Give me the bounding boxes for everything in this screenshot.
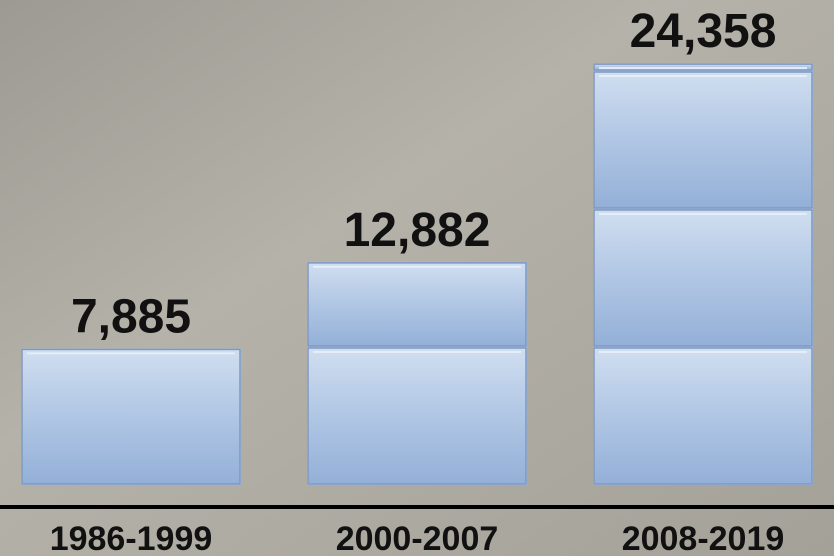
x-tick-label: 2008-2019 bbox=[622, 520, 785, 556]
x-tick-label: 2000-2007 bbox=[336, 520, 499, 556]
bar-block bbox=[594, 72, 812, 208]
page: {"chart_data": {"type": "bar", "categori… bbox=[0, 0, 834, 556]
chart: 1986-1999 7,885 2000-2007 12,882 2008-2019 24… bbox=[0, 0, 834, 556]
value-label: 12,882 bbox=[344, 204, 491, 257]
bar-block bbox=[594, 210, 812, 346]
bar-block bbox=[22, 349, 240, 484]
value-label: 24,358 bbox=[630, 5, 777, 58]
bar-block bbox=[308, 263, 526, 346]
bar-block bbox=[308, 348, 526, 484]
x-tick-label: 1986-1999 bbox=[50, 520, 213, 556]
value-label: 7,885 bbox=[71, 290, 191, 343]
bar-block bbox=[594, 348, 812, 484]
